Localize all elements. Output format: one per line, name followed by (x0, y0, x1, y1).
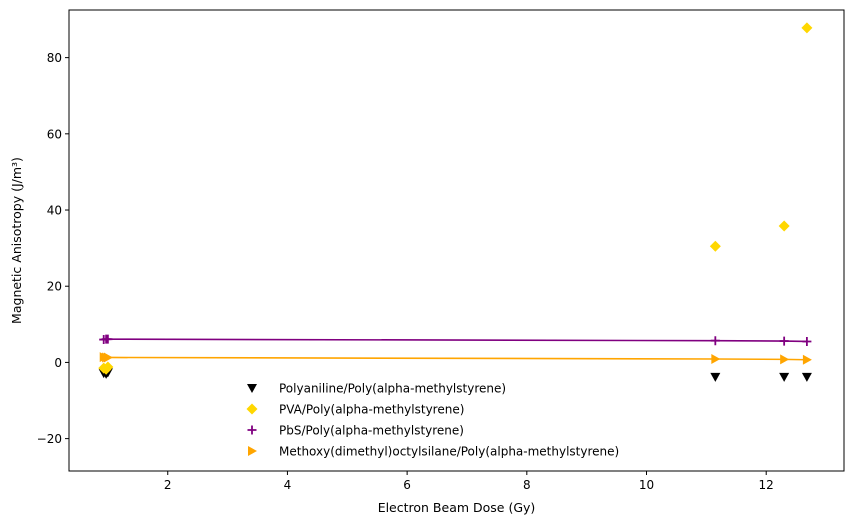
x-tick-label: 6 (403, 478, 411, 492)
legend-marker (248, 446, 257, 456)
x-tick-label: 10 (639, 478, 654, 492)
legend-label: Methoxy(dimethyl)octylsilane/Poly(alpha-… (279, 445, 619, 459)
data-point (102, 361, 114, 373)
x-tick-label: 12 (759, 478, 774, 492)
axes-layer: 2 4 6 8 10 12 −20 0 20 40 60 80 (37, 51, 774, 492)
data-point (103, 334, 113, 344)
series-4 (99, 352, 812, 365)
series-3 (99, 334, 812, 346)
y-tick-label: 20 (47, 280, 62, 294)
data-point (711, 353, 721, 364)
plot-frame (68, 9, 845, 472)
data-point (802, 336, 812, 346)
series-2 (98, 22, 813, 375)
legend-marker (246, 403, 258, 415)
legend-item: PbS/Poly(alpha-methylstyrene) (247, 424, 464, 438)
y-tick-label: 60 (47, 127, 62, 141)
y-tick-label: 40 (47, 204, 62, 218)
data-point (103, 352, 113, 363)
y-tick-label: 80 (47, 51, 62, 65)
x-axis-label: Electron Beam Dose (Gy) (378, 500, 536, 515)
x-tick-label: 4 (284, 478, 292, 492)
legend: Polyaniline/Poly(alpha-methylstyrene) PVA… (246, 382, 619, 459)
x-tick-label: 8 (523, 478, 531, 492)
data-point (779, 372, 790, 382)
x-tick-label: 2 (164, 478, 172, 492)
series-layer (98, 22, 813, 382)
y-axis-label: Magnetic Anisotropy (J/m³) (9, 157, 24, 324)
legend-item: PVA/Poly(alpha-methylstyrene) (246, 403, 464, 417)
legend-item: Methoxy(dimethyl)octylsilane/Poly(alpha-… (248, 445, 619, 459)
y-tick-label: −20 (37, 432, 62, 446)
data-point (801, 22, 813, 34)
plot-area (69, 10, 844, 471)
y-tick-label: 0 (54, 356, 62, 370)
legend-item: Polyaniline/Poly(alpha-methylstyrene) (247, 382, 506, 396)
data-point (802, 354, 812, 365)
legend-label: Polyaniline/Poly(alpha-methylstyrene) (279, 382, 506, 396)
legend-label: PVA/Poly(alpha-methylstyrene) (279, 403, 464, 417)
legend-marker (247, 425, 257, 435)
data-point (710, 336, 720, 346)
data-point (710, 372, 721, 382)
data-point (778, 220, 790, 232)
data-point (709, 240, 721, 252)
legend-label: PbS/Poly(alpha-methylstyrene) (279, 424, 464, 438)
data-point (780, 354, 790, 365)
legend-marker (247, 384, 257, 393)
data-point (779, 336, 789, 346)
data-point (801, 372, 812, 382)
